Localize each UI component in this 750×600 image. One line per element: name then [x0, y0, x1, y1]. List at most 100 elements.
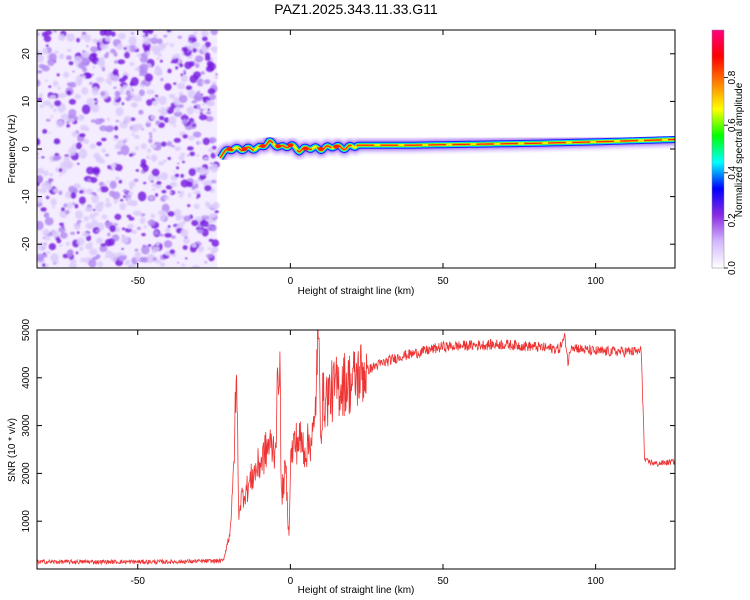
noise-speckle	[183, 238, 191, 244]
noise-speckle	[185, 85, 193, 91]
noise-speckle	[58, 226, 66, 233]
noise-speckle	[81, 51, 91, 59]
noise-speckle	[182, 134, 188, 139]
noise-speckle	[140, 143, 147, 150]
noise-speckle	[196, 48, 200, 53]
noise-speckle	[133, 210, 142, 216]
ridge-peak	[317, 147, 324, 151]
noise-speckle	[71, 131, 78, 138]
noise-speckle	[163, 159, 167, 163]
noise-speckle	[127, 191, 134, 196]
noise-speckle	[66, 48, 72, 52]
noise-speckle	[167, 156, 172, 160]
noise-speckle	[42, 263, 46, 267]
figure-title: PAZ1.2025.343.11.33.G11	[274, 1, 438, 17]
noise-speckle	[123, 140, 126, 144]
noise-speckle	[113, 51, 118, 57]
noise-speckle	[214, 76, 219, 80]
noise-speckle	[37, 153, 39, 155]
noise-speckle	[167, 225, 171, 229]
noise-speckle	[80, 257, 87, 263]
noise-speckle	[204, 261, 208, 264]
noise-speckle	[87, 224, 95, 229]
noise-speckle	[92, 208, 96, 212]
noise-speckle	[180, 173, 184, 178]
noise-speckle	[159, 107, 167, 117]
noise-speckle	[45, 118, 51, 122]
snr-y-label: SNR (10 * v/v)	[7, 418, 18, 482]
noise-speckle	[155, 241, 160, 247]
noise-speckle	[174, 106, 181, 113]
noise-speckle	[130, 229, 138, 234]
noise-speckle	[90, 104, 100, 113]
noise-speckle	[158, 95, 167, 105]
noise-speckle	[210, 225, 217, 232]
noise-speckle	[57, 86, 62, 90]
noise-speckle	[43, 212, 50, 219]
noise-speckle	[87, 178, 92, 183]
noise-speckle	[84, 72, 93, 79]
noise-speckle	[141, 80, 147, 86]
noise-speckle	[206, 111, 212, 115]
noise-speckle	[137, 191, 147, 202]
noise-speckle	[118, 32, 126, 40]
noise-speckle	[214, 210, 219, 214]
noise-speckle	[80, 124, 89, 131]
noise-speckle	[96, 237, 104, 245]
noise-speckle	[65, 191, 72, 199]
noise-speckle	[37, 156, 40, 160]
noise-speckle	[68, 261, 77, 268]
noise-speckle	[211, 48, 215, 52]
noise-speckle	[59, 244, 63, 247]
noise-speckle	[114, 223, 118, 226]
noise-speckle	[132, 153, 136, 156]
colorbar-tick-label: 0.8	[727, 70, 738, 84]
noise-speckle	[116, 43, 124, 50]
colorbar-tick-label: 0.2	[727, 213, 738, 227]
noise-speckle	[139, 55, 149, 63]
noise-speckle	[45, 44, 49, 47]
noise-speckle	[60, 113, 70, 121]
noise-speckle	[76, 219, 82, 224]
noise-speckle	[93, 212, 99, 216]
noise-speckle	[89, 177, 98, 183]
noise-speckle	[58, 190, 63, 196]
noise-speckle	[109, 224, 116, 233]
noise-speckle	[86, 45, 89, 48]
noise-speckle	[95, 156, 104, 163]
noise-speckle	[39, 104, 44, 108]
noise-speckle	[163, 240, 173, 248]
noise-speckle	[164, 83, 172, 91]
noise-speckle	[213, 51, 217, 54]
noise-speckle	[211, 179, 217, 184]
noise-speckle	[76, 231, 80, 234]
noise-speckle	[155, 120, 161, 126]
noise-speckle	[201, 246, 205, 250]
noise-speckle	[194, 179, 199, 184]
noise-speckle	[188, 39, 192, 43]
noise-speckle	[95, 76, 105, 83]
noise-speckle	[78, 196, 86, 205]
noise-speckle	[187, 195, 192, 198]
noise-speckle	[73, 56, 82, 65]
noise-speckle	[89, 81, 93, 86]
noise-speckle	[59, 174, 62, 177]
noise-speckle	[129, 81, 134, 87]
snr-series-line	[37, 330, 675, 566]
noise-speckle	[83, 216, 90, 222]
noise-speckle	[37, 182, 40, 187]
noise-speckle	[198, 167, 208, 176]
noise-speckle	[66, 82, 73, 87]
noise-speckle	[210, 30, 218, 36]
snr-frame	[36, 329, 676, 570]
noise-speckle	[91, 219, 98, 227]
noise-speckle	[158, 210, 167, 216]
noise-speckle	[166, 215, 170, 219]
noise-speckle	[146, 120, 150, 124]
noise-speckle	[203, 79, 211, 85]
noise-speckle	[129, 184, 134, 190]
noise-speckle	[42, 100, 52, 106]
noise-speckle	[146, 254, 155, 259]
colorbar-tick-label: 0.4	[727, 165, 738, 179]
noise-speckle	[53, 138, 61, 145]
